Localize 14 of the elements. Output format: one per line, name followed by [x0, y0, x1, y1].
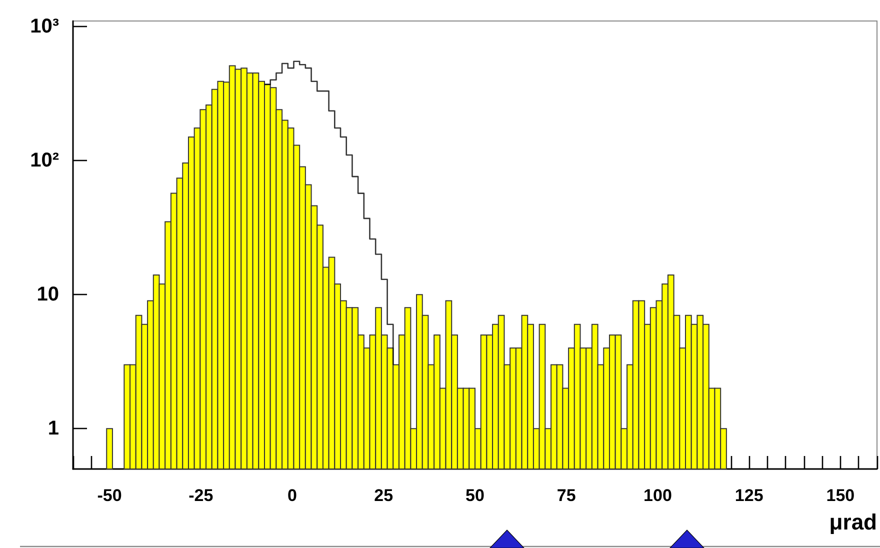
- x-tick-label: 75: [556, 486, 576, 505]
- y-tick-label: 10²: [30, 150, 60, 172]
- x-tick-label: 125: [734, 486, 764, 505]
- x-tick-label: 25: [374, 486, 394, 505]
- x-tick-label: -25: [188, 486, 214, 505]
- x-tick-label: 100: [644, 486, 672, 505]
- x-tick-label: 150: [826, 486, 855, 505]
- x-tick-label: -50: [97, 486, 122, 505]
- x-axis-title: μrad: [829, 510, 877, 534]
- y-tick-label: 10: [36, 284, 59, 306]
- x-tick-label: 50: [466, 486, 484, 505]
- x-tick-label: 0: [288, 486, 298, 505]
- y-tick-label: 1: [48, 418, 59, 440]
- y-tick-label: 10³: [30, 16, 60, 38]
